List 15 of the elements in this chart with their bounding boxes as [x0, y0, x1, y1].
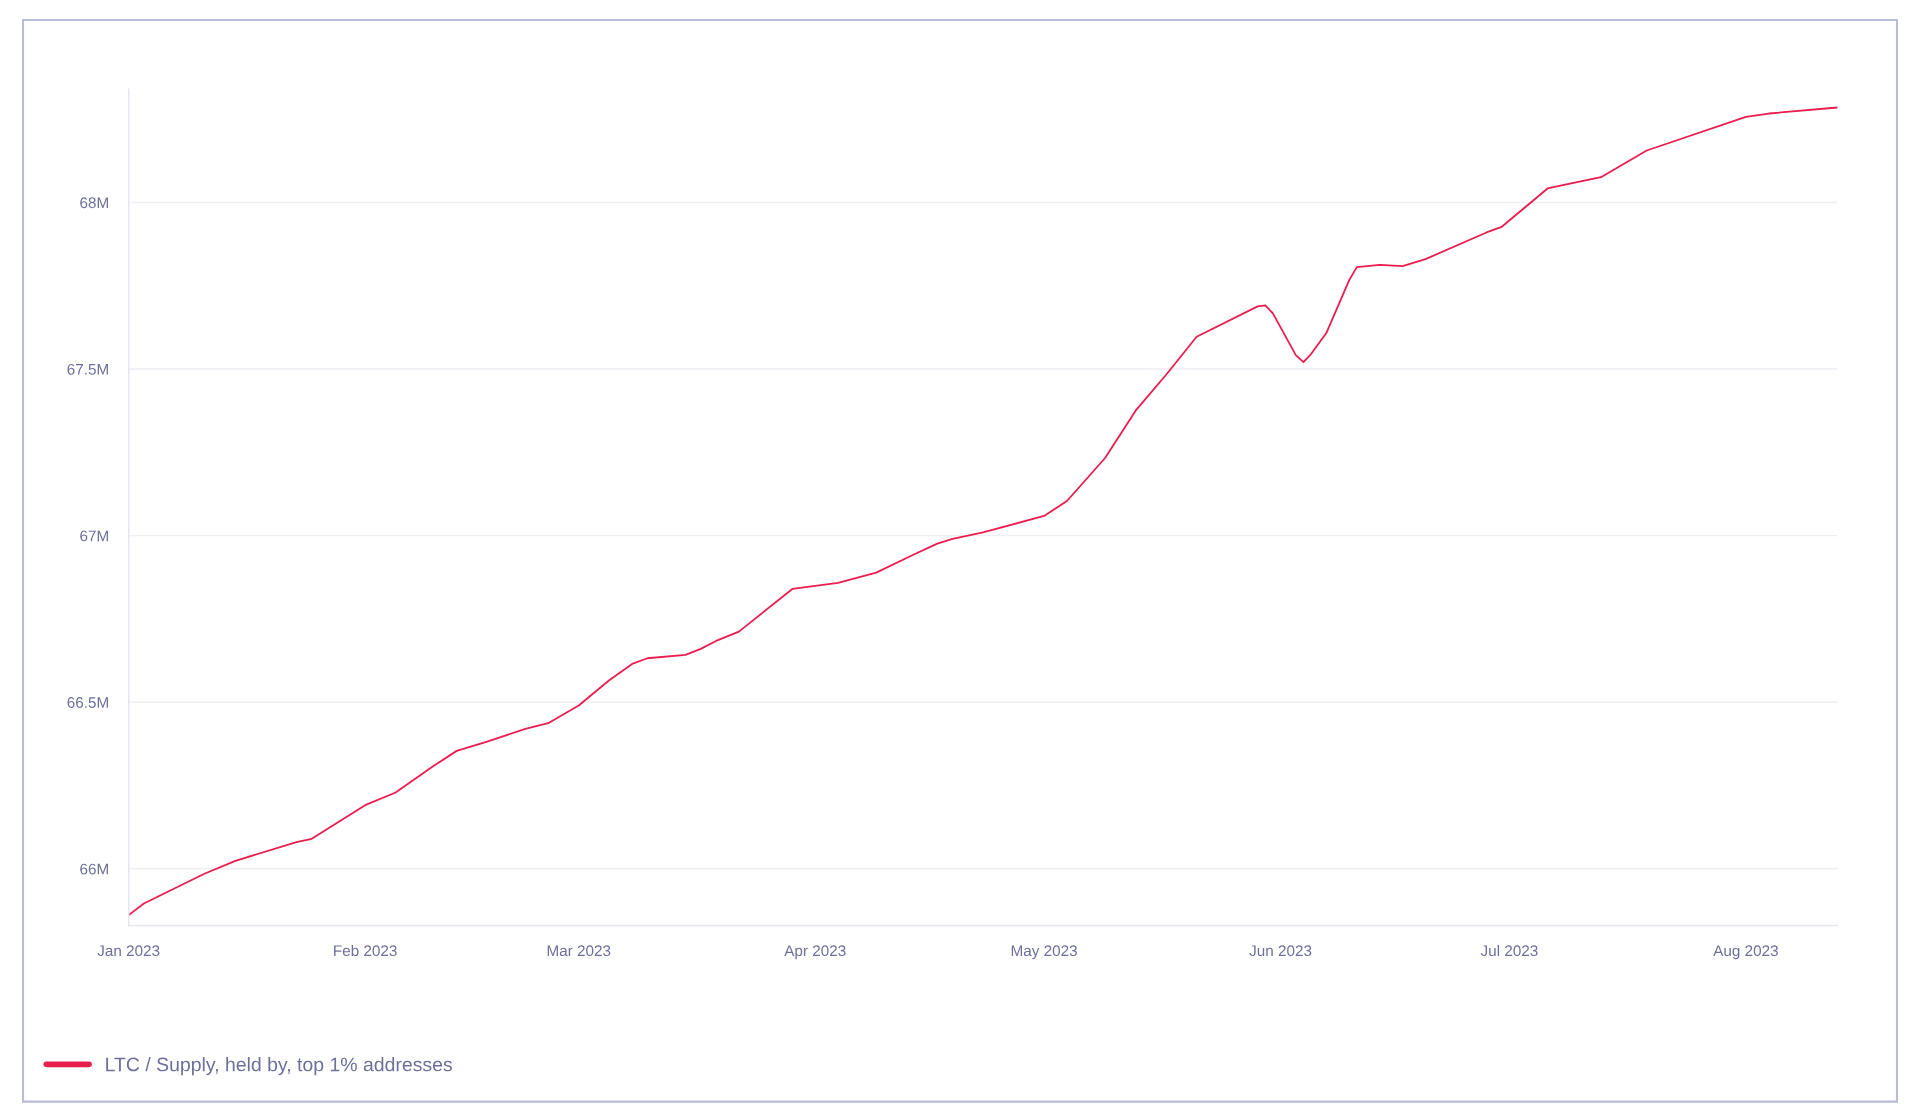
- y-tick-label: 67.5M: [67, 363, 108, 375]
- y-tick-label: 68M: [80, 197, 108, 209]
- legend-label: LTC / Supply, held by, top 1% addresses: [106, 1057, 452, 1076]
- x-tick-label: Jun 2023: [1249, 945, 1312, 957]
- line-series: [128, 106, 1838, 917]
- x-tick-label: May 2023: [1011, 945, 1077, 960]
- x-tick-label: Mar 2023: [547, 945, 611, 957]
- y-tick-label: 66.5M: [67, 697, 108, 708]
- x-tick-label: Apr 2023: [784, 945, 846, 960]
- x-tick-label: Feb 2023: [334, 944, 397, 957]
- x-tick-label: Jul 2023: [1480, 944, 1538, 957]
- y-tick-label: 66M: [80, 863, 108, 875]
- x-tick-label: Aug 2023: [1713, 945, 1778, 960]
- y-tick-label: 67M: [80, 530, 108, 542]
- x-tick-label: Jan 2023: [97, 945, 160, 957]
